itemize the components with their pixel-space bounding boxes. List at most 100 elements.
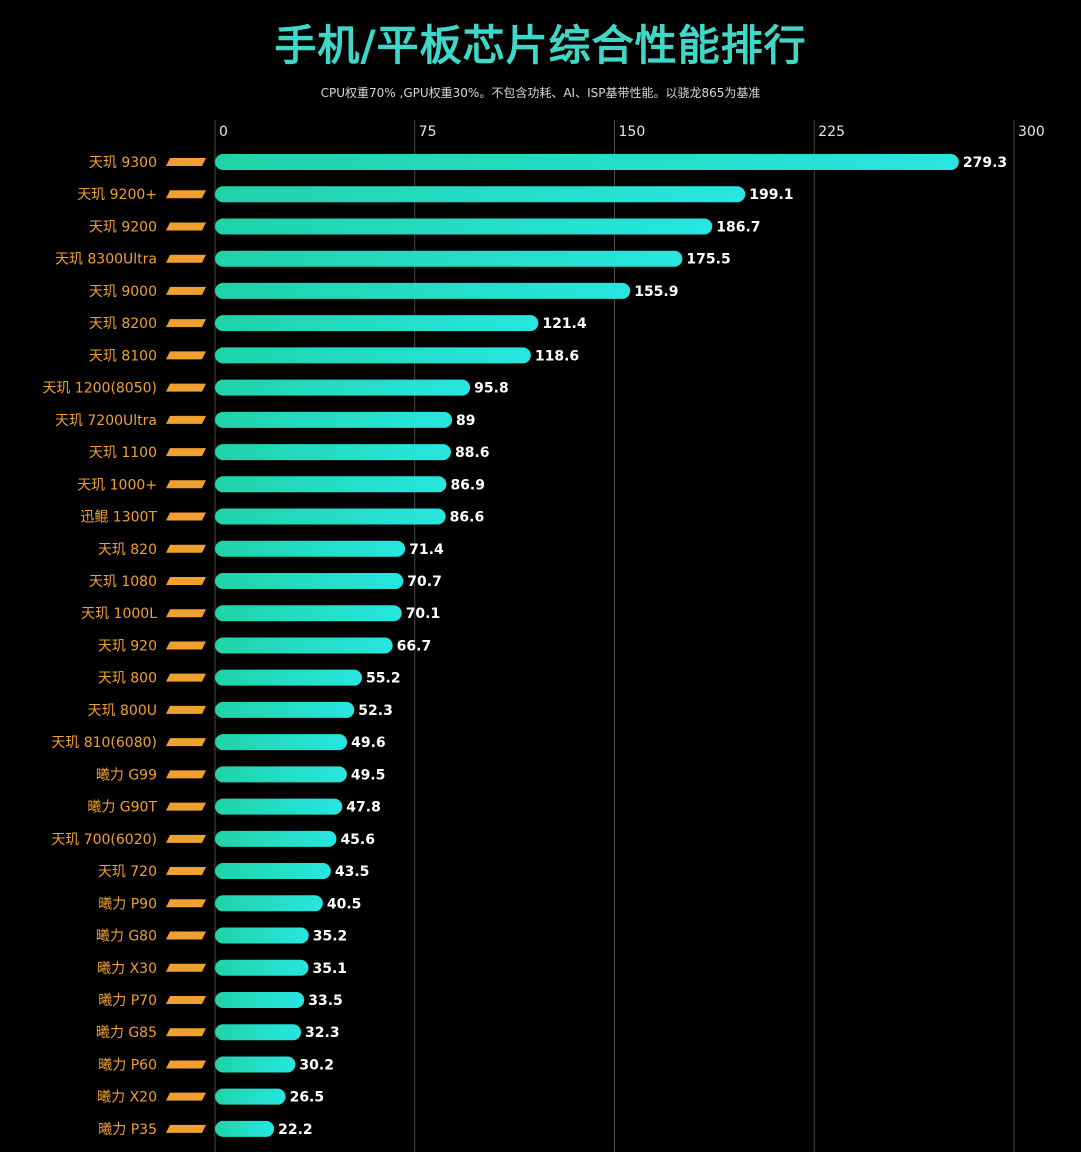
category-label: 天玑 9300 [89,155,157,171]
value-label: 199.1 [749,187,793,203]
bar [215,830,337,847]
brand-logo-icon [166,641,206,650]
x-tick-label: 75 [419,124,437,140]
x-tick-label: 0 [219,124,228,140]
brand-logo-icon [166,770,206,779]
bar [215,1120,275,1137]
value-label: 52.3 [358,703,393,719]
x-axis-ticks: 0 75 150 225 300 [219,124,1045,140]
brand-logo-icon [166,1092,206,1101]
chart-title: 手机/平板芯片综合性能排行 [0,12,1081,73]
brand-logo-icon [166,738,206,747]
value-label: 47.8 [346,800,381,816]
bar-row: 天玑 800U 52.3 [88,701,393,719]
category-label: 天玑 1100 [89,445,157,461]
bar-row: 天玑 9200 186.7 [89,218,761,235]
bar [215,959,309,976]
value-label: 26.5 [290,1090,325,1106]
value-label: 40.5 [327,896,362,912]
value-label: 35.2 [313,929,348,945]
bar-row: 天玑 7200Ultra 89 [55,411,476,429]
category-label: 天玑 700(6020) [51,832,157,848]
brand-logo-icon [166,576,206,585]
category-label: 天玑 720 [98,864,157,880]
value-label: 70.7 [407,574,442,590]
category-label: 迅鲲 1300T [80,510,157,526]
chart-subtitle: CPU权重70% ,GPU权重30%。不包含功耗、AI、ISP基带性能。以骁龙8… [320,86,761,100]
brand-logo-icon [166,899,206,908]
bar [215,379,471,396]
bar [215,734,348,751]
value-label: 49.5 [351,767,386,783]
category-label: 曦力 G90T [87,800,157,816]
brand-logo-icon [166,383,206,392]
value-label: 35.1 [312,961,347,977]
bar [215,605,402,622]
x-tick-label: 225 [818,124,845,140]
bar-row: 天玑 820 71.4 [98,540,444,558]
value-label: 66.7 [397,638,432,654]
bar [215,411,453,428]
brand-logo-icon [166,448,206,457]
bar-row: 曦力 P35 22.2 [98,1120,313,1138]
category-label: 曦力 P90 [98,896,157,912]
bar [215,444,451,461]
bar-row: 天玑 8200 121.4 [89,315,587,332]
category-label: 曦力 X20 [97,1090,157,1106]
value-label: 175.5 [686,252,730,268]
category-label: 天玑 1080 [89,574,157,590]
bar [215,798,343,815]
bar-row: 天玑 1100 88.6 [89,444,490,461]
value-label: 70.1 [406,606,441,622]
value-label: 45.6 [340,832,375,848]
bar [215,540,406,557]
bar [215,1088,286,1105]
bar [215,347,531,364]
x-tick-label: 150 [619,124,646,140]
bar [215,637,393,654]
bar [215,572,404,589]
bar-row: 天玑 1000+ 86.9 [77,476,485,493]
bar-row: 曦力 G90T 47.8 [87,798,381,816]
bar [215,315,539,332]
bar-row: 天玑 920 66.7 [98,637,431,654]
brand-logo-icon [166,1028,206,1037]
category-label: 天玑 1000L [81,606,157,622]
value-label: 279.3 [963,155,1007,171]
category-label: 曦力 X30 [97,961,157,977]
category-label: 天玑 8200 [89,316,157,332]
bar-row: 天玑 8100 118.6 [89,347,579,364]
category-label: 曦力 P35 [98,1122,157,1138]
value-label: 43.5 [335,864,370,880]
brand-logo-icon [166,867,206,876]
bar-row: 曦力 G99 49.5 [96,766,386,783]
title-part2: 综合性能排行 [548,21,807,70]
bar [215,991,305,1008]
category-label: 曦力 G80 [96,929,157,945]
bar [215,250,683,267]
value-label: 55.2 [366,671,401,687]
bar [215,508,446,525]
brand-logo-icon [166,1124,206,1133]
category-label: 天玑 800U [88,703,157,719]
brand-logo-icon [166,222,206,231]
bar [215,895,323,912]
category-label: 天玑 9200 [89,219,157,235]
value-label: 155.9 [634,284,678,300]
bar [215,766,347,783]
bar [215,863,331,880]
bar-row: 天玑 8300Ultra 175.5 [55,250,731,268]
brand-logo-icon [166,351,206,360]
brand-logo-icon [166,254,206,263]
brand-logo-icon [166,705,206,714]
category-label: 曦力 G85 [96,1025,157,1041]
bar [215,282,631,299]
bar-row: 曦力 X30 35.1 [97,959,347,977]
category-label: 天玑 810(6080) [51,735,157,751]
bar [215,669,363,686]
brand-logo-icon [166,480,206,489]
category-label: 天玑 9200+ [77,187,157,203]
bar-row: 天玑 1000L 70.1 [81,605,440,622]
brand-logo-icon [166,931,206,940]
bar [215,1056,296,1073]
